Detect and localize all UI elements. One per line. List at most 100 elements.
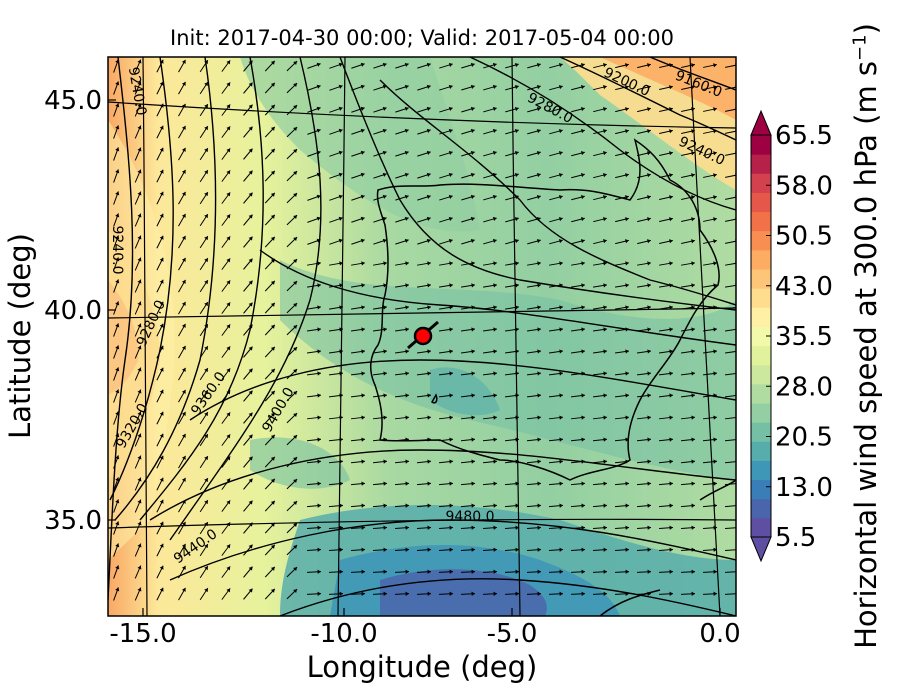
wind-arrow [156, 81, 164, 95]
wind-arrow [113, 235, 120, 249]
wind-arrow [460, 591, 476, 596]
colorbar-segment [751, 479, 771, 500]
wind-arrow [286, 214, 298, 226]
wind-arrow [592, 371, 608, 376]
wind-arrow [286, 390, 298, 402]
wind-arrow [306, 547, 322, 552]
wind-arrow [351, 194, 365, 201]
wind-arrow [395, 238, 409, 245]
wind-arrow [329, 62, 343, 69]
wind-arrow [505, 305, 519, 310]
wind-arrow [199, 125, 209, 139]
wind-arrow [199, 499, 209, 513]
wind-arrow [286, 192, 298, 204]
wind-arrow [615, 63, 629, 69]
wind-arrow [592, 525, 608, 530]
wind-arrow [416, 503, 432, 508]
wind-arrow [460, 569, 476, 574]
wind-arrow [372, 591, 388, 596]
wind-arrow [221, 60, 231, 72]
wind-arrow [548, 437, 564, 442]
wind-arrow [264, 478, 276, 490]
wind-arrow [307, 62, 321, 69]
wind-arrow [592, 437, 608, 442]
wind-arrow [438, 525, 454, 530]
colorbar-segment [751, 307, 771, 327]
wind-arrow [286, 324, 298, 336]
wind-arrow [659, 261, 673, 266]
wind-arrow [658, 459, 674, 464]
wind-arrow [482, 437, 498, 442]
wind-arrow [505, 150, 519, 157]
wind-arrow [504, 525, 520, 530]
wind-arrow [221, 236, 231, 248]
wind-arrow [483, 216, 497, 223]
wind-arrow [351, 172, 365, 179]
wind-arrow [483, 106, 497, 113]
wind-arrow [178, 367, 186, 381]
wind-arrow [658, 371, 674, 376]
wind-arrow [394, 569, 410, 574]
wind-arrow [373, 216, 387, 223]
wind-arrow [264, 566, 276, 578]
wind-arrow [243, 170, 253, 182]
y-tick-label: 35.0 [44, 506, 102, 536]
wind-arrow [505, 128, 519, 135]
wind-arrow [417, 283, 431, 288]
wind-arrow [549, 216, 563, 223]
wind-arrow [243, 412, 253, 424]
wind-arrow [615, 305, 629, 310]
wind-arrow [549, 150, 563, 157]
colorbar-ticks: 65.5 58.0 50.5 43.0 35.5 28.0 20.5 13.0 5.5 [766, 121, 833, 553]
wind-arrow [134, 345, 142, 359]
wind-arrow [548, 503, 564, 508]
wind-arrow [156, 433, 164, 447]
wind-arrow [571, 173, 585, 179]
colorbar-extend-low [750, 536, 772, 563]
wind-arrow [199, 147, 209, 161]
wind-arrow [527, 62, 541, 69]
wind-arrow [592, 569, 608, 574]
wind-arrow [395, 327, 409, 332]
wind-arrow [548, 349, 564, 354]
wind-arrow [199, 433, 209, 447]
wind-arrow [526, 569, 542, 574]
graticule [108, 57, 736, 616]
marker-point [413, 326, 433, 346]
colorbar-segment [751, 211, 771, 232]
wind-arrow [306, 371, 322, 376]
wind-arrow [592, 481, 608, 486]
wind-arrow [615, 261, 629, 266]
wind-arrow [527, 327, 541, 332]
wind-arrow [482, 547, 498, 552]
wind-arrow [659, 239, 673, 245]
wind-arrow [417, 172, 431, 179]
wind-arrow [199, 81, 209, 95]
wind-arrow [461, 172, 475, 179]
wind-arrow [350, 371, 366, 376]
wind-arrow [286, 280, 298, 292]
wind-arrow [483, 238, 497, 245]
wind-arrow [329, 216, 343, 223]
wind-arrow [483, 327, 497, 332]
wind-arrow [593, 305, 607, 310]
wind-arrow [286, 434, 298, 446]
wind-arrow [351, 62, 365, 69]
wind-arrow [373, 238, 387, 245]
wind-arrow [199, 565, 209, 579]
wind-arrow [307, 84, 321, 91]
x-tick-label: -10.0 [310, 619, 377, 649]
wind-arrow [614, 415, 630, 420]
wind-arrow [178, 477, 186, 491]
wind-arrow [549, 62, 563, 69]
wind-arrow [221, 148, 231, 160]
wind-arrow [593, 129, 607, 135]
wind-arrow [394, 393, 410, 398]
wind-arrow [156, 455, 164, 469]
wind-arrow [156, 543, 164, 557]
wind-arrow [134, 543, 142, 557]
wind-arrow [372, 349, 388, 354]
wind-arrow [439, 172, 453, 179]
wind-arrow [199, 103, 209, 117]
wind-arrow [394, 459, 410, 464]
